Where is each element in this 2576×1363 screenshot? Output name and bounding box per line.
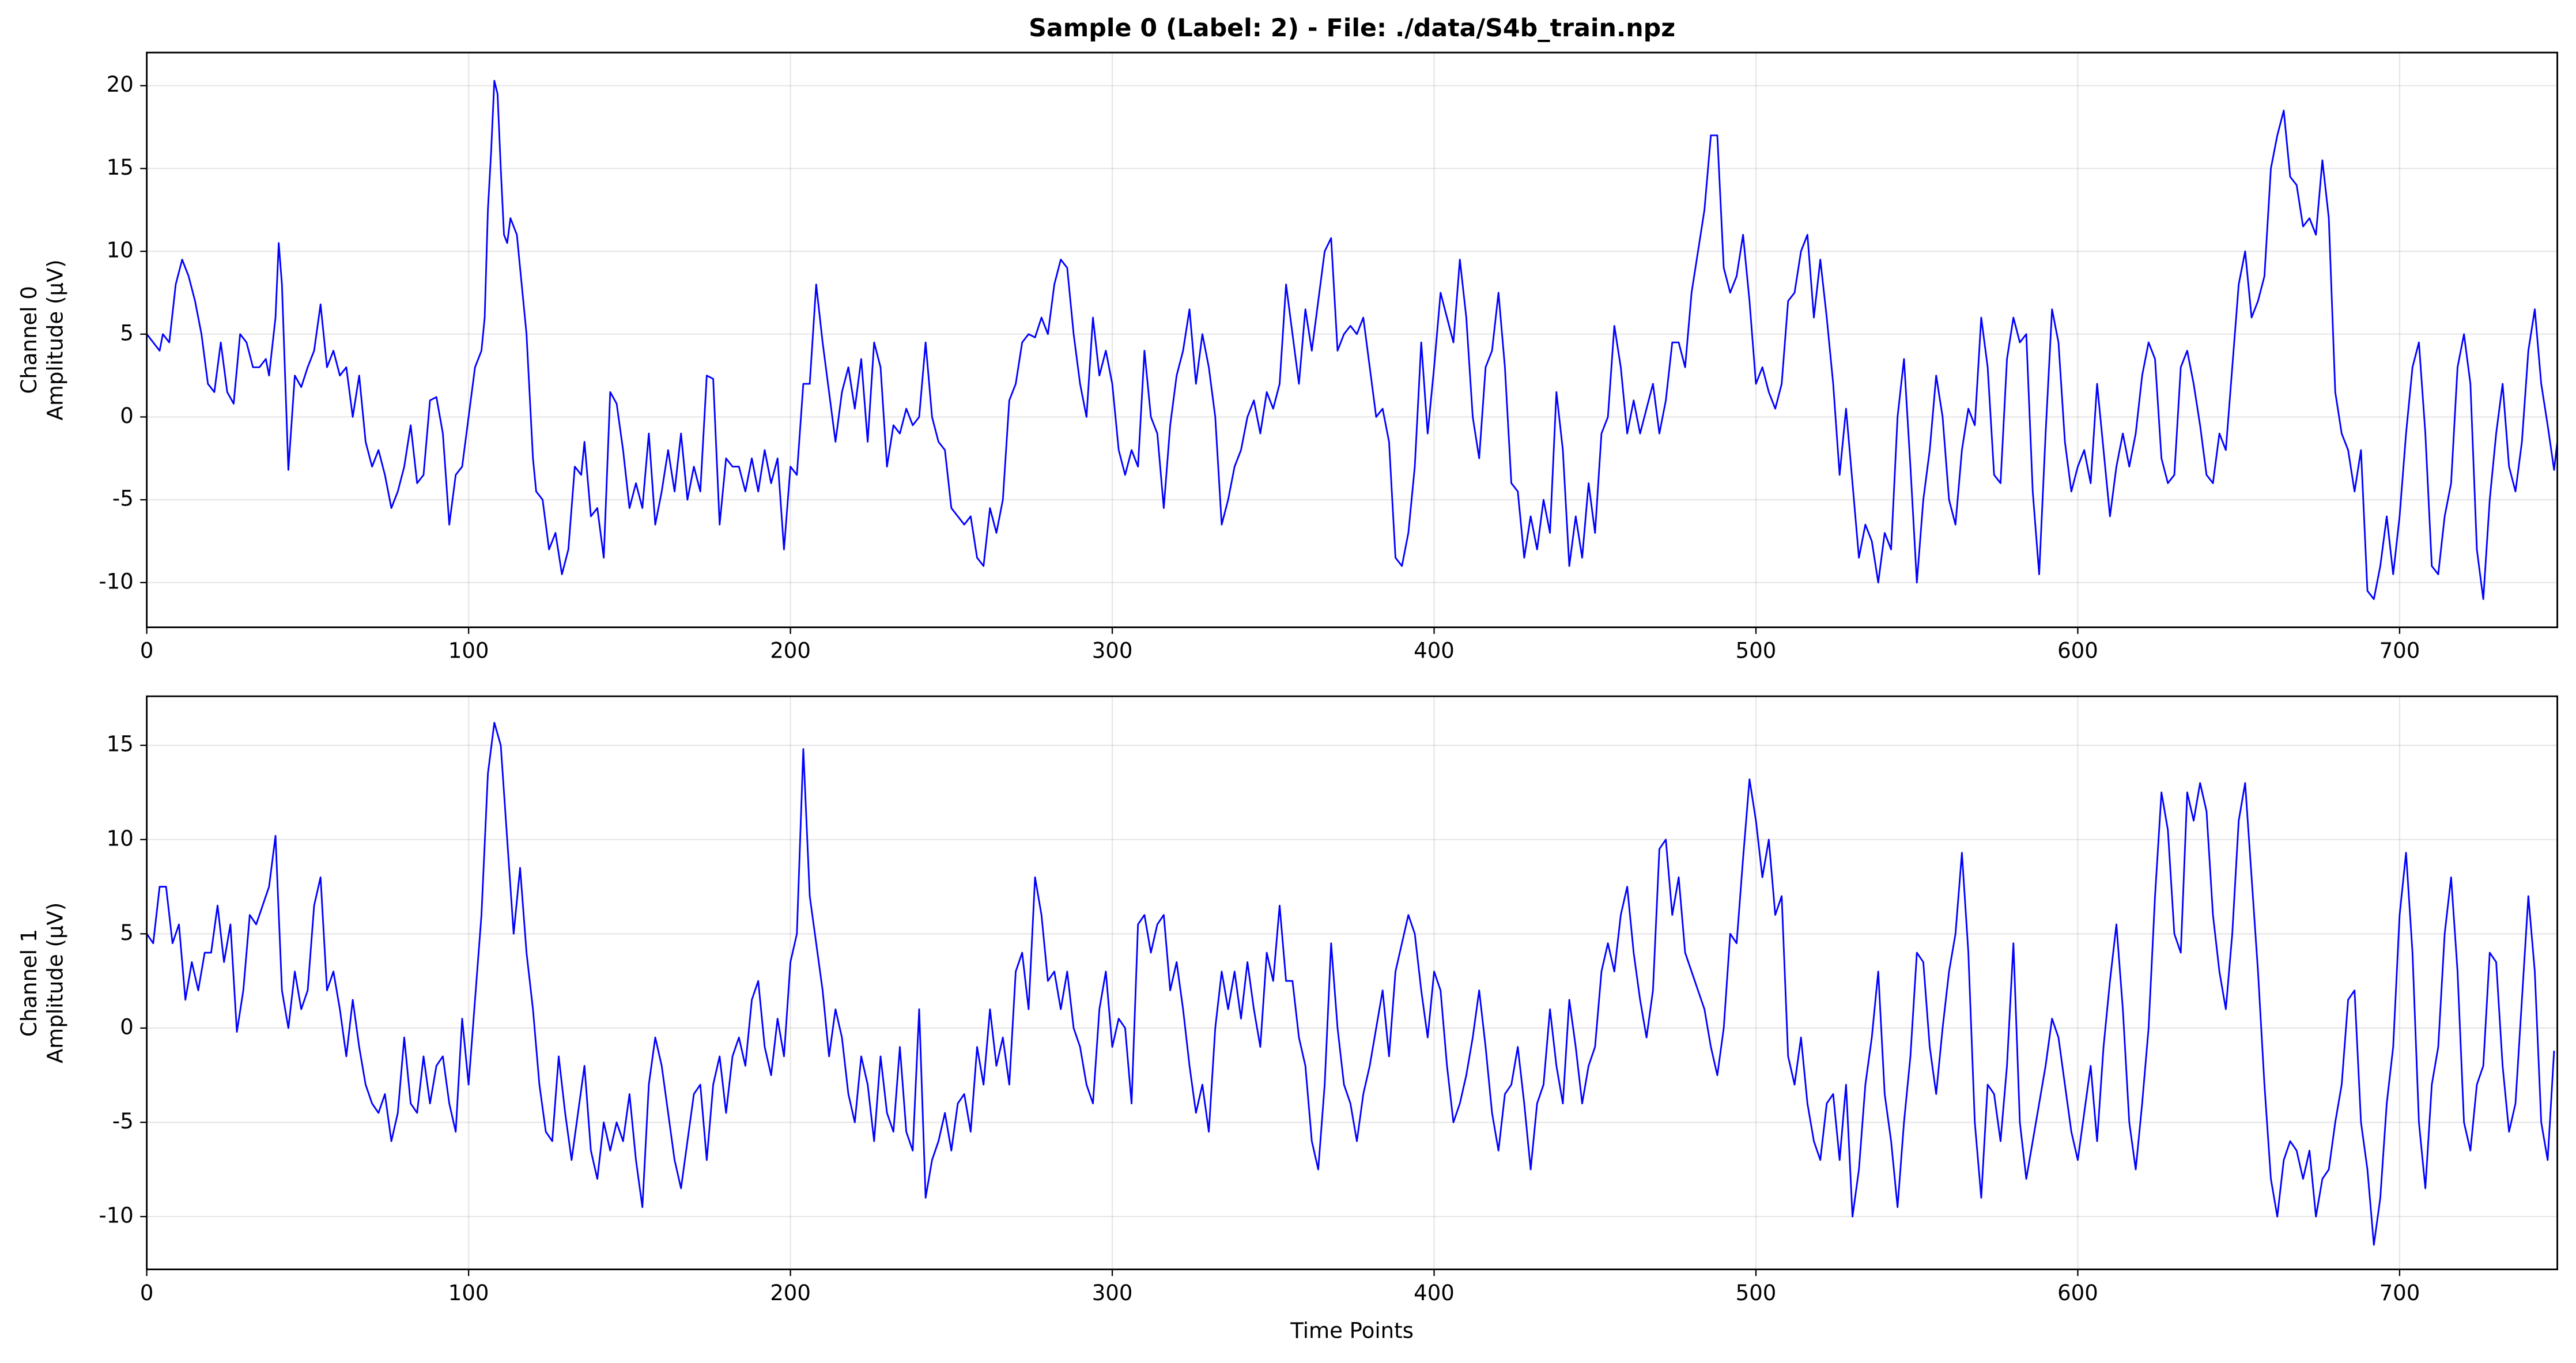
signal-line — [146, 80, 2558, 601]
y-tick-label: -10 — [99, 569, 133, 594]
axes-frame — [146, 695, 2559, 1271]
y-tick-label: -5 — [112, 1109, 134, 1134]
y-tick-label: 0 — [120, 403, 134, 428]
x-tick-label: 500 — [1736, 1281, 1777, 1305]
y-axis-label: Channel 0 — [17, 286, 41, 394]
x-tick-label: 700 — [2379, 1281, 2420, 1305]
x-tick-label: 700 — [2379, 639, 2420, 663]
x-tick-label: 200 — [770, 1281, 811, 1305]
y-axis-label: Channel 1 — [17, 929, 41, 1037]
x-tick-label: 500 — [1736, 639, 1777, 663]
x-tick-label: 0 — [140, 1281, 154, 1305]
x-tick-label: 600 — [2057, 639, 2098, 663]
y-tick-label: 10 — [107, 238, 134, 263]
x-tick-label: 100 — [448, 1281, 489, 1305]
x-axis-label: Time Points — [1290, 1318, 1414, 1343]
x-tick-label: 300 — [1092, 639, 1133, 663]
x-tick-label: 0 — [140, 639, 154, 663]
y-tick-label: 15 — [107, 732, 134, 757]
y-tick-label: 5 — [120, 920, 134, 945]
chart-title: Sample 0 (Label: 2) - File: ./data/S4b_t… — [1029, 14, 1675, 43]
signal-line — [146, 722, 2555, 1246]
y-tick-label: 20 — [107, 72, 134, 97]
y-tick-label: 15 — [107, 155, 134, 180]
x-tick-label: 300 — [1092, 1281, 1133, 1305]
x-tick-label: 100 — [448, 639, 489, 663]
y-axis-label: Amplitude (µV) — [43, 903, 67, 1063]
x-tick-label: 600 — [2057, 1281, 2098, 1305]
x-tick-label: 400 — [1414, 1281, 1455, 1305]
y-tick-label: 10 — [107, 826, 134, 851]
y-axis-label: Amplitude (µV) — [43, 259, 67, 420]
y-tick-label: 0 — [120, 1014, 134, 1039]
y-tick-label: -5 — [112, 486, 134, 511]
x-tick-label: 200 — [770, 639, 811, 663]
axes-frame — [146, 51, 2559, 628]
x-tick-label: 400 — [1414, 639, 1455, 663]
y-tick-label: -10 — [99, 1203, 133, 1228]
y-tick-label: 5 — [120, 320, 134, 345]
